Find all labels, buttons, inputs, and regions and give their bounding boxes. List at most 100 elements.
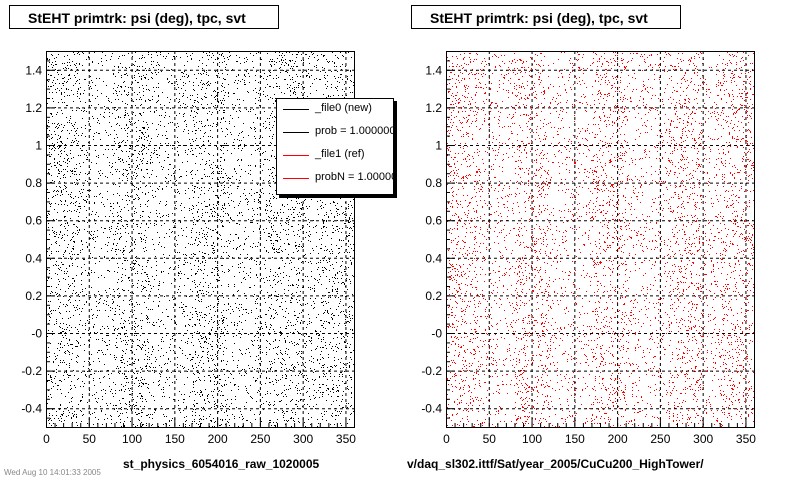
data-point bbox=[147, 339, 148, 340]
data-point bbox=[325, 268, 326, 269]
data-point bbox=[122, 263, 123, 264]
data-point bbox=[165, 143, 166, 144]
data-point bbox=[266, 327, 267, 328]
data-point bbox=[307, 324, 308, 325]
data-point bbox=[73, 85, 74, 86]
data-point bbox=[133, 372, 134, 373]
data-point bbox=[284, 420, 285, 421]
data-point bbox=[308, 280, 309, 281]
data-point bbox=[269, 128, 270, 129]
data-point bbox=[300, 372, 301, 373]
data-point bbox=[274, 412, 275, 413]
data-point bbox=[132, 362, 133, 363]
data-point bbox=[97, 122, 98, 123]
data-point bbox=[326, 260, 327, 261]
data-point bbox=[68, 284, 69, 285]
data-point bbox=[179, 347, 180, 348]
data-point bbox=[88, 121, 89, 122]
data-point bbox=[70, 65, 71, 66]
data-point bbox=[265, 159, 266, 160]
data-point bbox=[192, 317, 193, 318]
data-point bbox=[289, 219, 290, 220]
data-point bbox=[285, 249, 286, 250]
data-point bbox=[64, 148, 65, 149]
data-point bbox=[139, 138, 140, 139]
data-point bbox=[187, 61, 188, 62]
data-point bbox=[85, 375, 86, 376]
data-point bbox=[299, 373, 300, 374]
data-point bbox=[290, 300, 291, 301]
data-point bbox=[156, 224, 157, 225]
data-point bbox=[301, 305, 302, 306]
data-point bbox=[73, 224, 74, 225]
data-point bbox=[108, 135, 109, 136]
data-point bbox=[234, 168, 235, 169]
data-point bbox=[333, 201, 334, 202]
data-point bbox=[164, 105, 165, 106]
data-point bbox=[152, 73, 153, 74]
data-point bbox=[65, 200, 66, 201]
data-point bbox=[65, 291, 66, 292]
data-point bbox=[316, 78, 317, 79]
data-point bbox=[269, 75, 270, 76]
data-point bbox=[204, 314, 205, 315]
data-point bbox=[334, 216, 335, 217]
data-point bbox=[247, 254, 248, 255]
data-point bbox=[315, 331, 316, 332]
data-point bbox=[287, 84, 288, 85]
data-point bbox=[283, 60, 284, 61]
data-point bbox=[183, 254, 184, 255]
data-point bbox=[225, 400, 226, 401]
data-point bbox=[62, 83, 63, 84]
data-point bbox=[123, 162, 124, 163]
data-point bbox=[127, 221, 128, 222]
data-point bbox=[59, 326, 60, 327]
data-point bbox=[250, 268, 251, 269]
data-point bbox=[198, 209, 199, 210]
data-point bbox=[135, 105, 136, 106]
data-point bbox=[255, 98, 256, 99]
data-point bbox=[256, 380, 257, 381]
data-point bbox=[92, 61, 93, 62]
data-point bbox=[285, 378, 286, 379]
data-point bbox=[322, 67, 323, 68]
data-point bbox=[231, 399, 232, 400]
data-point bbox=[350, 215, 351, 216]
data-point bbox=[234, 93, 235, 94]
data-point bbox=[169, 164, 170, 165]
data-point bbox=[64, 174, 65, 175]
data-point bbox=[156, 65, 157, 66]
data-point bbox=[238, 426, 239, 427]
data-point bbox=[144, 359, 145, 360]
data-point bbox=[106, 132, 107, 133]
data-point bbox=[280, 335, 281, 336]
data-point bbox=[302, 196, 303, 197]
data-point bbox=[227, 213, 228, 214]
data-point bbox=[193, 387, 194, 388]
data-point bbox=[271, 235, 272, 236]
data-point bbox=[208, 285, 209, 286]
data-point bbox=[244, 84, 245, 85]
data-point bbox=[62, 347, 63, 348]
data-point bbox=[210, 309, 211, 310]
data-point bbox=[66, 370, 67, 371]
data-point bbox=[52, 137, 53, 138]
data-point bbox=[164, 257, 165, 258]
data-point bbox=[267, 53, 268, 54]
data-point bbox=[176, 79, 177, 80]
data-point bbox=[228, 271, 229, 272]
data-point bbox=[118, 72, 119, 73]
data-point bbox=[253, 231, 254, 232]
data-point bbox=[236, 248, 237, 249]
data-point bbox=[145, 350, 146, 351]
data-point bbox=[211, 358, 212, 359]
data-point bbox=[198, 102, 199, 103]
data-point bbox=[185, 326, 186, 327]
data-point bbox=[279, 68, 280, 69]
data-point bbox=[133, 64, 134, 65]
data-point bbox=[341, 74, 342, 75]
data-point bbox=[339, 239, 340, 240]
data-point bbox=[105, 109, 106, 110]
data-point bbox=[292, 293, 293, 294]
data-point bbox=[291, 66, 292, 67]
